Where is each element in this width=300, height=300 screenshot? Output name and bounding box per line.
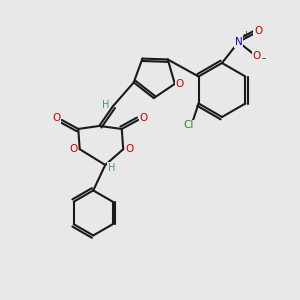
- Text: O: O: [254, 26, 262, 37]
- Text: O: O: [70, 144, 78, 154]
- Text: O: O: [125, 144, 134, 154]
- Text: Cl: Cl: [183, 120, 193, 130]
- Text: O: O: [140, 113, 148, 124]
- Text: N: N: [235, 37, 242, 47]
- Text: O: O: [175, 79, 183, 89]
- Text: O: O: [52, 113, 61, 124]
- Text: H: H: [101, 100, 109, 110]
- Text: O: O: [252, 50, 261, 61]
- Text: H: H: [107, 163, 115, 173]
- Text: -: -: [261, 53, 265, 64]
- Text: +: +: [243, 30, 249, 39]
